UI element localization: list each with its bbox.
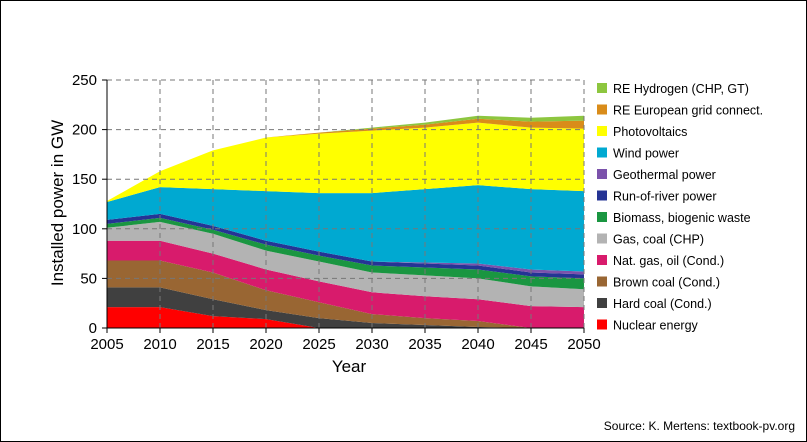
legend-label-geothermal-power: Geothermal power bbox=[613, 168, 716, 182]
area-gas-coal-chp bbox=[107, 221, 584, 308]
x-tick-label: 2030 bbox=[355, 336, 388, 353]
y-tick-label: 50 bbox=[80, 270, 97, 287]
legend-label-nat-gas-oil-cond: Nat. gas, oil (Cond.) bbox=[613, 254, 724, 268]
x-tick-label: 2045 bbox=[514, 336, 547, 353]
y-tick-label: 250 bbox=[72, 72, 97, 89]
area-run-of-river-power bbox=[107, 213, 584, 279]
x-tick-label: 2020 bbox=[249, 336, 282, 353]
legend-swatch-gas-coal-chp bbox=[597, 233, 607, 244]
legend-swatch-wind-power bbox=[597, 147, 607, 158]
area-nuclear-energy bbox=[107, 307, 584, 328]
legend-label-re-hydrogen-chp-gt: RE Hydrogen (CHP, GT) bbox=[613, 82, 749, 96]
x-tick-label: 2015 bbox=[196, 336, 229, 353]
legend-swatch-photovoltaics bbox=[597, 126, 607, 136]
x-tick-label: 2035 bbox=[408, 336, 441, 353]
axes-layer bbox=[102, 79, 585, 333]
x-tick-label: 2050 bbox=[567, 336, 600, 353]
legend-label-gas-coal-chp: Gas, coal (CHP) bbox=[613, 233, 704, 247]
legend-label-brown-coal-cond: Brown coal (Cond.) bbox=[613, 276, 720, 290]
legend-swatch-biomass-biogenic-waste bbox=[597, 212, 607, 222]
legend-label-hard-coal-cond: Hard coal (Cond.) bbox=[613, 297, 712, 311]
x-tick-label: 2025 bbox=[302, 336, 335, 353]
legend-label-nuclear-energy: Nuclear energy bbox=[613, 319, 699, 333]
source-note: Source: K. Mertens: textbook-pv.org bbox=[604, 419, 795, 433]
y-tick-label: 150 bbox=[72, 171, 97, 188]
legend-swatch-nuclear-energy bbox=[597, 319, 607, 330]
area-re-european-grid-connect bbox=[107, 118, 584, 202]
x-tick-label: 2040 bbox=[461, 336, 494, 353]
legend-label-wind-power: Wind power bbox=[613, 147, 679, 161]
y-tick-label: 0 bbox=[89, 320, 97, 337]
legend: RE Hydrogen (CHP, GT) RE European grid co… bbox=[597, 82, 763, 333]
y-tick-labels: 0 50 100 150 200 250 bbox=[72, 72, 97, 337]
legend-swatch-re-european-grid-connect bbox=[597, 104, 607, 115]
x-tick-label: 2010 bbox=[143, 336, 176, 353]
area-brown-coal-cond bbox=[107, 260, 584, 328]
legend-swatch-run-of-river-power bbox=[597, 190, 607, 201]
y-tick-label: 100 bbox=[72, 221, 97, 238]
legend-swatch-re-hydrogen-chp-gt bbox=[597, 83, 607, 93]
area-biomass-biogenic-waste bbox=[107, 217, 584, 290]
x-axis-title: Year bbox=[332, 357, 367, 376]
y-axis-title: Installed power in GW bbox=[48, 120, 67, 286]
area-hard-coal-cond bbox=[107, 287, 584, 328]
legend-swatch-hard-coal-cond bbox=[597, 298, 607, 308]
legend-label-run-of-river-power: Run-of-river power bbox=[613, 190, 717, 204]
legend-swatch-nat-gas-oil-cond bbox=[597, 255, 607, 265]
area-layer bbox=[107, 115, 584, 328]
grid-layer bbox=[107, 79, 585, 328]
x-tick-label: 2005 bbox=[90, 336, 123, 353]
legend-swatch-brown-coal-cond bbox=[597, 276, 607, 287]
y-tick-label: 200 bbox=[72, 122, 97, 139]
area-photovoltaics bbox=[107, 122, 584, 203]
legend-label-re-european-grid-connect: RE European grid connect. bbox=[613, 104, 763, 118]
area-nat-gas-oil-cond bbox=[107, 240, 584, 328]
x-tick-labels: 2005 2010 2015 2020 2025 2030 2035 2040 2045 2050 bbox=[90, 336, 600, 353]
legend-label-photovoltaics: Photovoltaics bbox=[613, 125, 687, 139]
legend-swatch-geothermal-power bbox=[597, 169, 607, 179]
legend-label-biomass-biogenic-waste: Biomass, biogenic waste bbox=[613, 211, 751, 225]
